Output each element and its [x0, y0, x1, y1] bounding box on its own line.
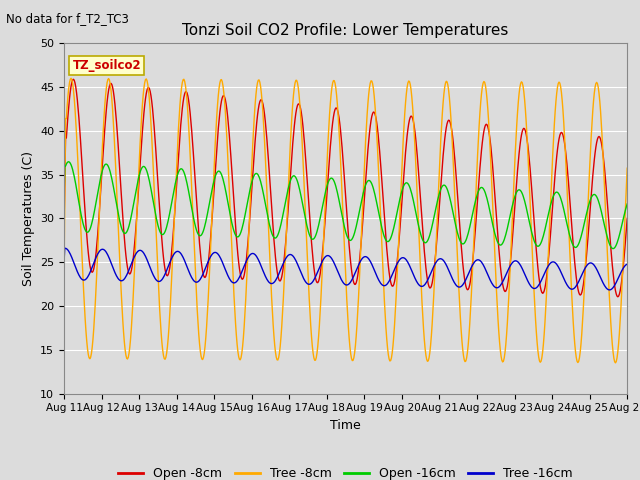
- X-axis label: Time: Time: [330, 419, 361, 432]
- Text: No data for f_T2_TC3: No data for f_T2_TC3: [6, 12, 129, 25]
- Y-axis label: Soil Temperatures (C): Soil Temperatures (C): [22, 151, 35, 286]
- Title: Tonzi Soil CO2 Profile: Lower Temperatures: Tonzi Soil CO2 Profile: Lower Temperatur…: [182, 23, 509, 38]
- Text: TZ_soilco2: TZ_soilco2: [72, 59, 141, 72]
- Legend: Open -8cm, Tree -8cm, Open -16cm, Tree -16cm: Open -8cm, Tree -8cm, Open -16cm, Tree -…: [113, 462, 578, 480]
